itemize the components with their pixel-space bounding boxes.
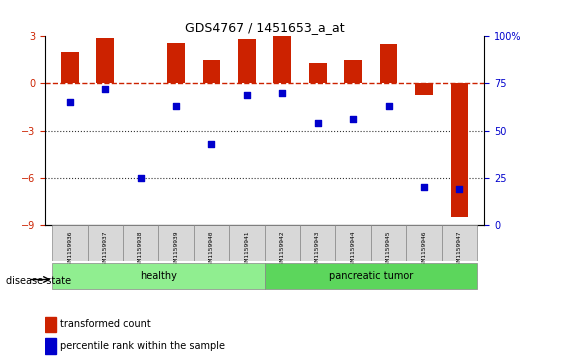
FancyBboxPatch shape bbox=[406, 225, 442, 261]
FancyBboxPatch shape bbox=[265, 225, 300, 261]
FancyBboxPatch shape bbox=[442, 225, 477, 261]
Text: GSM1159944: GSM1159944 bbox=[351, 231, 356, 268]
Point bbox=[243, 92, 252, 98]
Text: GSM1159938: GSM1159938 bbox=[138, 231, 143, 268]
Text: GSM1159946: GSM1159946 bbox=[422, 231, 427, 268]
Bar bbox=[238, 40, 256, 83]
FancyBboxPatch shape bbox=[123, 225, 158, 261]
Text: GSM1159936: GSM1159936 bbox=[68, 231, 72, 268]
Point bbox=[136, 175, 145, 181]
Point bbox=[348, 117, 358, 122]
Bar bbox=[274, 36, 291, 83]
Bar bbox=[167, 42, 185, 83]
Text: pancreatic tumor: pancreatic tumor bbox=[329, 271, 413, 281]
FancyBboxPatch shape bbox=[265, 263, 477, 289]
Bar bbox=[415, 83, 433, 94]
Bar bbox=[45, 338, 56, 354]
Text: GSM1159947: GSM1159947 bbox=[457, 231, 462, 268]
Point bbox=[455, 186, 464, 192]
FancyBboxPatch shape bbox=[52, 263, 265, 289]
Text: healthy: healthy bbox=[140, 271, 177, 281]
Text: GSM1159943: GSM1159943 bbox=[315, 231, 320, 268]
Point bbox=[278, 90, 287, 96]
Text: disease state: disease state bbox=[6, 276, 71, 286]
FancyBboxPatch shape bbox=[194, 225, 229, 261]
Text: GSM1159939: GSM1159939 bbox=[173, 231, 178, 268]
Point bbox=[207, 141, 216, 147]
FancyBboxPatch shape bbox=[158, 225, 194, 261]
Point bbox=[172, 103, 181, 109]
Bar bbox=[96, 38, 114, 83]
Bar bbox=[61, 52, 79, 83]
Text: GSM1159940: GSM1159940 bbox=[209, 231, 214, 268]
Point bbox=[65, 99, 74, 105]
Point bbox=[313, 120, 322, 126]
Text: transformed count: transformed count bbox=[60, 319, 151, 329]
Text: percentile rank within the sample: percentile rank within the sample bbox=[60, 341, 225, 351]
Text: GSM1159945: GSM1159945 bbox=[386, 231, 391, 268]
Text: GSM1159941: GSM1159941 bbox=[244, 231, 249, 268]
Title: GDS4767 / 1451653_a_at: GDS4767 / 1451653_a_at bbox=[185, 21, 345, 34]
Bar bbox=[45, 317, 56, 332]
Text: GSM1159942: GSM1159942 bbox=[280, 231, 285, 268]
FancyBboxPatch shape bbox=[87, 225, 123, 261]
Bar bbox=[450, 83, 468, 217]
Bar bbox=[379, 44, 397, 83]
Bar bbox=[345, 60, 362, 83]
FancyBboxPatch shape bbox=[52, 225, 87, 261]
Bar bbox=[203, 60, 220, 83]
Point bbox=[384, 103, 393, 109]
FancyBboxPatch shape bbox=[336, 225, 371, 261]
Point bbox=[101, 86, 110, 92]
Bar bbox=[309, 63, 327, 83]
FancyBboxPatch shape bbox=[229, 225, 265, 261]
Point bbox=[419, 184, 428, 190]
Text: GSM1159937: GSM1159937 bbox=[102, 231, 108, 268]
FancyBboxPatch shape bbox=[300, 225, 336, 261]
FancyBboxPatch shape bbox=[371, 225, 406, 261]
